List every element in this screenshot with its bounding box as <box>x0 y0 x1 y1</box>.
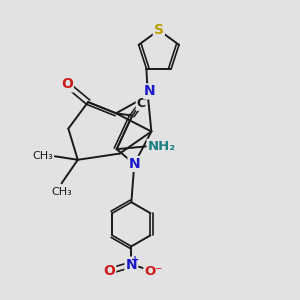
Text: O: O <box>103 264 115 278</box>
Text: CH₃: CH₃ <box>51 187 72 197</box>
Text: O: O <box>61 77 73 92</box>
Text: N: N <box>128 157 140 171</box>
Text: O⁻: O⁻ <box>144 265 163 278</box>
Text: N: N <box>144 84 156 98</box>
Text: C: C <box>137 97 146 110</box>
Text: CH₃: CH₃ <box>33 151 53 161</box>
Text: N: N <box>125 258 137 272</box>
Text: S: S <box>154 23 164 37</box>
Text: +: + <box>131 255 139 265</box>
Text: NH₂: NH₂ <box>148 140 176 153</box>
